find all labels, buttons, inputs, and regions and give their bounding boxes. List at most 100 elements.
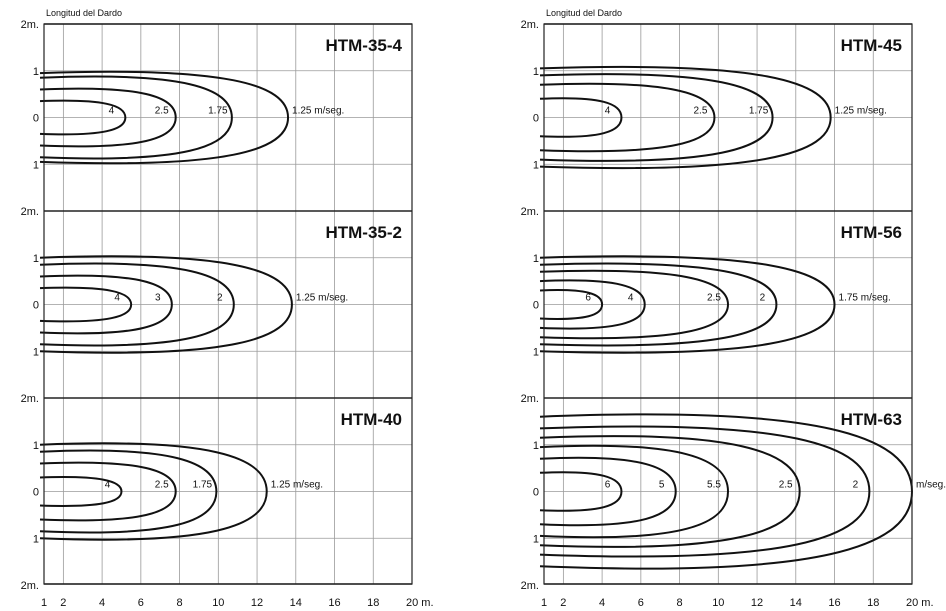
y-tick-label: 0 <box>33 300 39 312</box>
contour-line <box>39 286 133 323</box>
x-tick-label: 6 <box>638 597 644 609</box>
contour-line <box>539 425 871 558</box>
contour-label: 2 <box>217 293 223 304</box>
contour-label: 3 <box>155 293 161 304</box>
x-tick-label: 2 <box>60 597 66 609</box>
axis-title: Longitud del Dardo <box>46 8 122 18</box>
x-tick-label: 20 m. <box>406 597 434 609</box>
x-tick-label: 12 <box>251 597 263 609</box>
subplot-title: HTM-35-2 <box>325 223 402 242</box>
x-tick-label: 1 <box>41 597 47 609</box>
x-tick-label: 8 <box>177 597 183 609</box>
contour-line <box>539 255 836 354</box>
y-tick-label: 2m. <box>21 19 39 31</box>
x-tick-label: 14 <box>290 597 302 609</box>
y-tick-label: 0 <box>533 113 539 125</box>
contour-line <box>39 461 177 522</box>
contour-line <box>39 99 127 136</box>
y-tick-label: 1 <box>33 533 39 545</box>
x-tick-label: 16 <box>828 597 840 609</box>
x-tick-label: 16 <box>328 597 340 609</box>
x-tick-label: 20 m. <box>906 597 934 609</box>
contour-line <box>39 274 173 335</box>
plot-frame <box>543 23 913 585</box>
y-tick-label: 1 <box>33 159 39 171</box>
y-tick-label: 2m. <box>21 393 39 405</box>
contour-label: 4 <box>109 106 115 117</box>
x-tick-label: 18 <box>867 597 879 609</box>
subplot-title: HTM-35-4 <box>325 36 402 55</box>
x-tick-label: 2 <box>560 597 566 609</box>
contour-line <box>39 75 233 160</box>
contour-line <box>539 73 774 162</box>
y-tick-label: 2m. <box>521 393 539 405</box>
y-tick-label: 2m. <box>21 206 39 218</box>
y-tick-label: 1 <box>33 253 39 265</box>
contour-line <box>539 82 716 153</box>
contour-line <box>39 442 268 541</box>
subplot-title: HTM-45 <box>841 36 902 55</box>
contour-label: 4 <box>105 480 111 491</box>
y-tick-label: 2m. <box>521 19 539 31</box>
contour-label: 6 <box>605 480 611 491</box>
y-tick-label: 1 <box>533 346 539 358</box>
contour-label: 1.25 m/seg. <box>835 106 887 117</box>
contour-line <box>39 87 177 148</box>
y-tick-label: 1 <box>533 440 539 452</box>
subplot-title: HTM-56 <box>841 223 902 242</box>
contour-label: 1.25 m/seg. <box>296 293 348 304</box>
contour-label: 1.25 m/seg. <box>271 480 323 491</box>
contour-label: 5.5 <box>707 480 721 491</box>
subplot-title: HTM-63 <box>841 410 902 429</box>
contour-line <box>539 262 778 347</box>
y-tick-label: 0 <box>533 487 539 499</box>
contour-line <box>539 444 730 539</box>
contour-line <box>39 476 123 507</box>
contour-label: 2.5 <box>155 480 169 491</box>
x-tick-label: 12 <box>751 597 763 609</box>
contour-line <box>39 262 235 347</box>
contour-line <box>539 435 801 548</box>
contour-label: 5 <box>659 480 665 491</box>
contour-line <box>539 97 623 138</box>
contour-line <box>39 70 290 165</box>
x-tick-label: 10 <box>212 597 224 609</box>
contour-label: 4 <box>605 106 611 117</box>
y-tick-label: 1 <box>533 253 539 265</box>
y-tick-label: 1 <box>33 66 39 78</box>
y-tick-label: 1 <box>533 159 539 171</box>
contour-label: 1.25 m/seg. <box>292 106 344 117</box>
y-tick-label: 1 <box>533 66 539 78</box>
y-tick-label: 2m. <box>521 206 539 218</box>
y-tick-label: 1 <box>33 440 39 452</box>
x-tick-label: 4 <box>99 597 105 609</box>
y-tick-label: 0 <box>533 300 539 312</box>
contour-line <box>39 449 218 534</box>
y-tick-label: 2m. <box>521 580 539 592</box>
contour-label: 2 <box>853 480 859 491</box>
contour-label: 1.75 <box>193 480 213 491</box>
y-tick-label: 0 <box>33 487 39 499</box>
contour-line <box>539 289 604 320</box>
contour-label: m/seg. <box>916 480 946 491</box>
y-tick-label: 2m. <box>21 580 39 592</box>
contour-label: 2.5 <box>155 106 169 117</box>
contour-line <box>539 279 646 330</box>
contour-line <box>539 65 832 170</box>
x-tick-label: 4 <box>599 597 605 609</box>
x-tick-label: 14 <box>790 597 802 609</box>
x-tick-label: 10 <box>712 597 724 609</box>
contour-label: 4 <box>114 293 120 304</box>
x-tick-label: 8 <box>677 597 683 609</box>
contour-line <box>539 471 623 512</box>
contour-label: 4 <box>628 293 634 304</box>
y-tick-label: 1 <box>33 346 39 358</box>
contour-label: 2.5 <box>707 293 721 304</box>
y-tick-label: 0 <box>33 113 39 125</box>
contour-label: 1.75 <box>208 106 228 117</box>
contour-label: 2.5 <box>779 480 793 491</box>
contour-label: 1.75 <box>749 106 769 117</box>
